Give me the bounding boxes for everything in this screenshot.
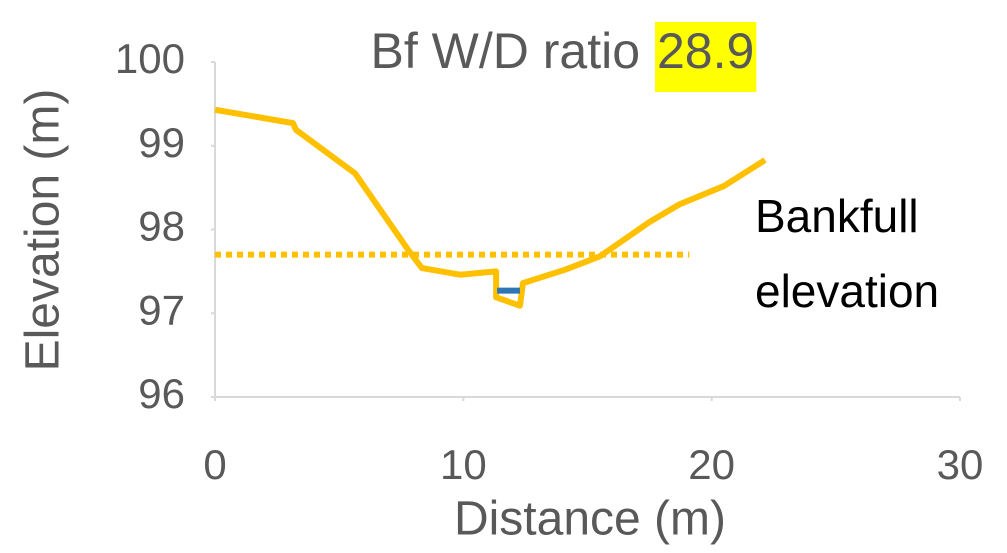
chart-title: Bf W/D ratio	[371, 23, 640, 79]
x-axis-title: Distance (m)	[454, 493, 726, 546]
title-value: 28.9	[657, 23, 754, 79]
y-tick-label: 99	[138, 119, 185, 166]
x-tick-label: 20	[688, 441, 735, 488]
title-highlight	[655, 22, 757, 92]
y-tick-label: 98	[138, 203, 185, 250]
x-tick-label: 30	[937, 441, 984, 488]
x-tick-label: 0	[203, 441, 226, 488]
x-tick-label: 10	[440, 441, 487, 488]
y-tick-label: 96	[138, 370, 185, 417]
annotation: elevation	[755, 265, 939, 317]
series-line	[214, 106, 767, 309]
y-tick-label: 97	[138, 286, 185, 333]
y-tick-label: 100	[115, 35, 185, 82]
y-axis-title: Elevation (m)	[17, 89, 70, 372]
annotation: Bankfull	[755, 190, 919, 242]
